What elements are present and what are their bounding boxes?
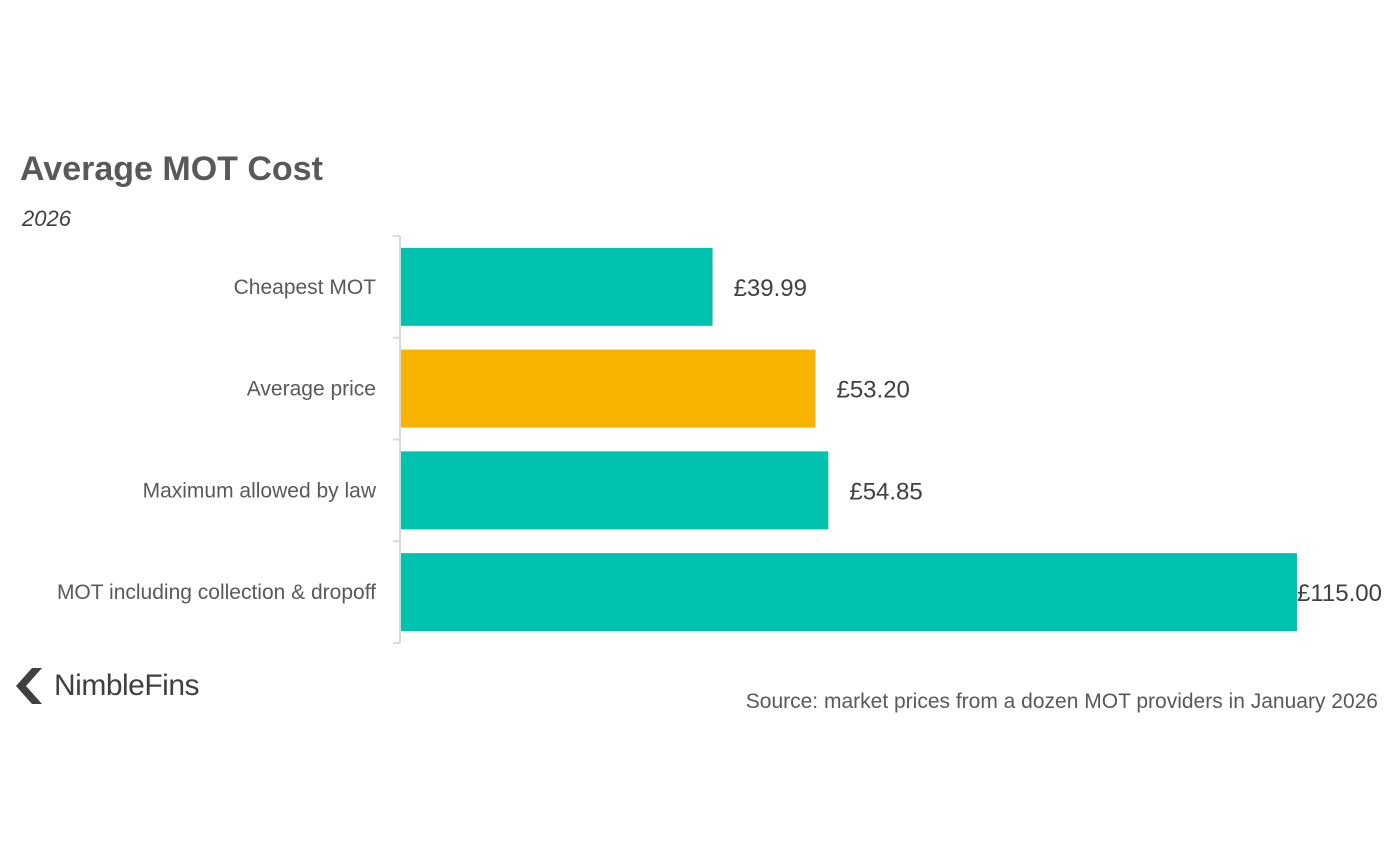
category-label: Maximum allowed by law <box>143 479 377 502</box>
brand-name: NimbleFins <box>54 669 200 702</box>
bar <box>401 451 829 530</box>
category-label: Cheapest MOT <box>234 276 377 299</box>
brand-logo: NimbleFins <box>12 666 200 706</box>
value-label: £115.00 <box>1297 580 1382 607</box>
chart-subtitle: 2026 <box>22 206 71 231</box>
value-label: £53.20 <box>836 377 909 404</box>
source-note: Source: market prices from a dozen MOT p… <box>745 690 1378 713</box>
bars <box>401 247 1297 632</box>
bar <box>401 247 713 326</box>
chart-title: Average MOT Cost <box>20 150 323 188</box>
category-label: Average price <box>247 378 376 401</box>
bar <box>401 553 1297 632</box>
value-labels: £39.99 £53.20 £54.85 £115.00 <box>734 275 1382 607</box>
category-axis <box>393 235 401 644</box>
value-label: £39.99 <box>734 275 807 302</box>
category-labels: Cheapest MOT Average price Maximum allowed… <box>57 276 377 604</box>
chevron-left-logo-icon <box>16 668 42 704</box>
value-label: £54.85 <box>849 478 922 505</box>
bar <box>401 349 816 428</box>
category-label: MOT including collection & dropoff <box>57 581 376 604</box>
